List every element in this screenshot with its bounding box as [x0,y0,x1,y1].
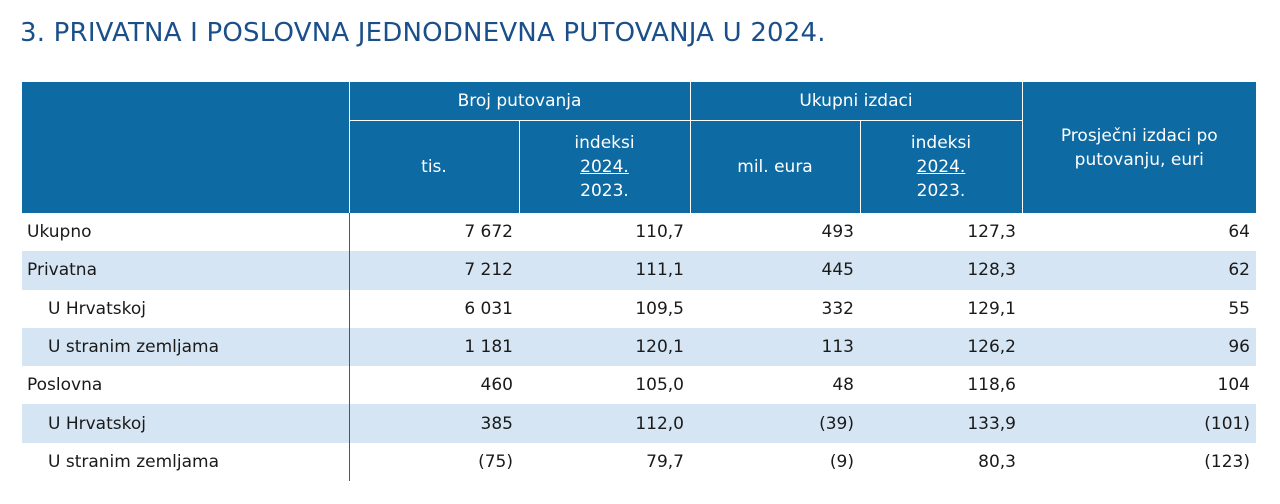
cell-trips: 7 212 [349,251,519,290]
row-label: Ukupno [22,213,350,252]
cell-trips: 385 [349,404,519,443]
cell-expenses-index: 80,3 [978,451,1016,472]
cell-avg: 55 [1228,298,1250,319]
row-label: Privatna [22,251,350,290]
header-expenses-index-label: indeksi [910,133,972,153]
row-label: Poslovna [22,366,350,405]
table-row: U stranim zemljama 1 181 120,1 113 126,2… [22,327,1256,367]
row-label: U stranim zemljama [22,327,350,367]
table-row: U Hrvatskoj 6 031 109,5 332 129,1 55 [22,289,1256,328]
cell-expenses-index: 133,9 [860,404,1022,443]
cell-expenses: 332 [821,298,854,319]
row-label: U Hrvatskoj [22,404,350,443]
cell-trips-index: 79,7 [646,451,684,472]
cell-trips-index: 109,5 [635,298,684,319]
cell-expenses: (39) [690,404,860,443]
data-table: Broj putovanja Ukupni izdaci Prosječni i… [22,82,1256,482]
cell-expenses: 48 [832,375,854,396]
header-expenses-group: Ukupni izdaci [690,82,1023,121]
cell-avg: 62 [1022,251,1256,290]
row-label: U Hrvatskoj [22,289,350,328]
header-trips-index-label: indeksi [574,133,635,153]
cell-expenses-index: 118,6 [967,375,1016,396]
table-row: Poslovna 460 105,0 48 118,6 104 [22,366,1256,405]
header-trips-unit: tis. [349,120,520,213]
cell-avg: 96 [1022,327,1256,367]
header-trips-index-num: 2024. [580,157,629,177]
cell-expenses-index: 127,3 [967,222,1016,243]
header-expenses-index: indeksi 2024. 2023. [860,120,1023,213]
header-trips-group: Broj putovanja [349,82,691,121]
table-row: Privatna 7 212 111,1 445 128,3 62 [22,251,1256,290]
header-expenses-index-den: 2023. [916,181,966,201]
header-corner [22,82,350,213]
cell-trips-index: 110,7 [635,222,684,243]
table-row: U Hrvatskoj 385 112,0 (39) 133,9 (101) [22,404,1256,443]
cell-avg: (101) [1022,404,1256,443]
cell-expenses: (9) [829,451,854,472]
cell-trips: 1 181 [349,327,519,367]
row-label: U stranim zemljama [22,442,350,482]
header-trips-index-den: 2023. [580,181,629,201]
table-row: Ukupno 7 672 110,7 493 127,3 64 [22,213,1256,252]
cell-expenses: 493 [821,222,854,243]
header-expenses-index-num: 2024. [916,157,966,177]
cell-trips-index: 120,1 [519,327,690,367]
header-trips-index: indeksi 2024. 2023. [519,120,691,213]
cell-expenses-index: 128,3 [860,251,1022,290]
cell-avg: 64 [1228,222,1250,243]
page-title: 3. PRIVATNA I POSLOVNA JEDNODNEVNA PUTOV… [20,18,826,48]
header-avg-expense: Prosječni izdaci po putovanju, euri [1022,82,1256,213]
cell-trips-index: 112,0 [519,404,690,443]
cell-trips-index: 105,0 [635,375,684,396]
header-avg-expense-text: Prosječni izdaci po putovanju, euri [1060,125,1218,170]
cell-trips: (75) [478,451,513,472]
cell-avg: (123) [1204,451,1250,472]
cell-trips: 460 [480,375,513,396]
cell-trips: 7 672 [464,222,513,243]
table-row: U stranim zemljama (75) 79,7 (9) 80,3 (1… [22,442,1256,482]
header-expenses-unit: mil. eura [690,120,861,213]
cell-trips-index: 111,1 [519,251,690,290]
cell-expenses: 445 [690,251,860,290]
cell-expenses: 113 [690,327,860,367]
cell-trips: 6 031 [464,298,513,319]
cell-expenses-index: 129,1 [967,298,1016,319]
cell-avg: 104 [1217,375,1250,396]
cell-expenses-index: 126,2 [860,327,1022,367]
